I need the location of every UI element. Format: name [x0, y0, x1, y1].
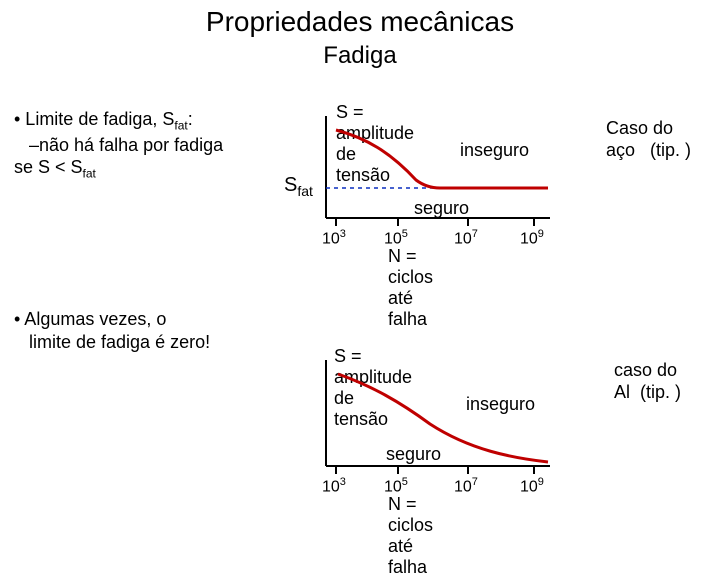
bullet1-l1-post: :	[188, 109, 193, 129]
bullet1-l1-pre: • Limite de fadiga, S	[14, 109, 174, 129]
sfat-pre: S	[284, 174, 297, 196]
tick-base: 10	[322, 230, 340, 247]
tick-base: 10	[454, 230, 472, 247]
tick-base: 10	[454, 478, 472, 495]
chart1-sfat-label: Sfat	[284, 174, 313, 199]
note-aluminum: caso do Al (tip. )	[614, 360, 681, 403]
chart1-tick-label: 103	[322, 228, 346, 248]
bullet2-l2: limite de fadiga é zero!	[14, 331, 274, 354]
chart2-tick-label: 103	[322, 476, 346, 496]
chart2-safe-label: seguro	[386, 444, 441, 465]
chart2-unsafe-label: inseguro	[466, 394, 535, 415]
tick-exp: 3	[340, 476, 346, 488]
note2-l1: caso do	[614, 360, 681, 382]
chart1-tick-label: 109	[520, 228, 544, 248]
tick-exp: 9	[538, 228, 544, 240]
chart1-safe-label: seguro	[414, 198, 469, 219]
bullet1-l1-sub: fat	[174, 119, 187, 133]
bullet2-l1: • Algumas vezes, o	[14, 308, 274, 331]
chart2-tick-label: 109	[520, 476, 544, 496]
bullet1-l2: –não há falha por fadiga	[14, 134, 274, 157]
tick-base: 10	[520, 230, 538, 247]
tick-exp: 7	[472, 476, 478, 488]
bullet-fatigue-limit: • Limite de fadiga, Sfat: –não há falha …	[14, 108, 274, 182]
chart2-x-label: N = ciclos até falha	[388, 494, 433, 578]
note1-l1: Caso do	[606, 118, 691, 140]
sfat-sub: fat	[297, 183, 313, 199]
chart2-svg	[280, 346, 580, 496]
tick-exp: 5	[402, 228, 408, 240]
tick-exp: 3	[340, 228, 346, 240]
bullet1-l3-pre: se S < S	[14, 157, 83, 177]
page-subtitle: Fadiga	[0, 42, 720, 70]
note1-l2: aço (tip. )	[606, 140, 691, 162]
page-title: Propriedades mecânicas	[0, 6, 720, 38]
tick-base: 10	[384, 230, 402, 247]
chart2-curve	[338, 374, 548, 462]
tick-base: 10	[322, 478, 340, 495]
chart1-x-label: N = ciclos até falha	[388, 246, 433, 330]
chart1-tick-label: 107	[454, 228, 478, 248]
tick-exp: 9	[538, 476, 544, 488]
bullet-zero-limit: • Algumas vezes, o limite de fadiga é ze…	[14, 308, 274, 353]
chart2-tick-label: 107	[454, 476, 478, 496]
tick-base: 10	[384, 478, 402, 495]
note2-l2: Al (tip. )	[614, 382, 681, 404]
note-steel: Caso do aço (tip. )	[606, 118, 691, 161]
tick-exp: 7	[472, 228, 478, 240]
chart1-unsafe-label: inseguro	[460, 140, 529, 161]
bullet1-l3-sub: fat	[83, 167, 96, 181]
tick-base: 10	[520, 478, 538, 495]
tick-exp: 5	[402, 476, 408, 488]
